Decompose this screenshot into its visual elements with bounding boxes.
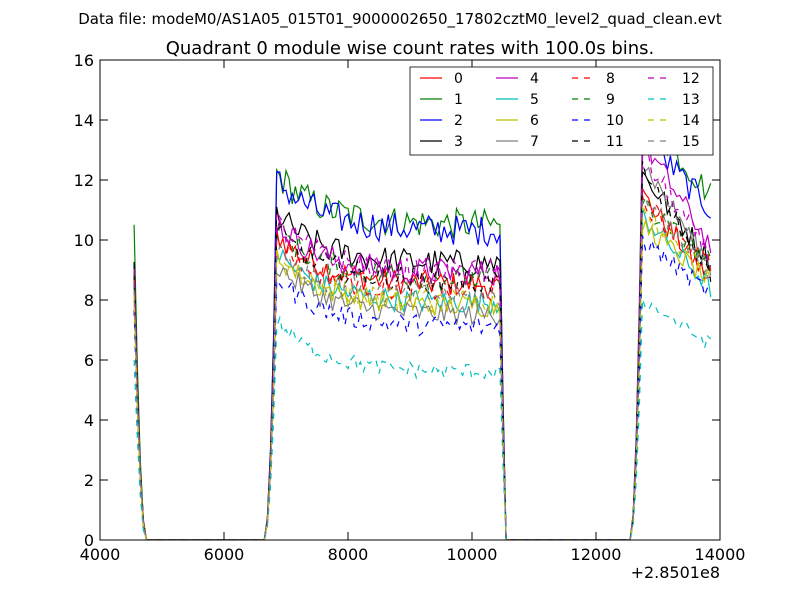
y-tick-label: 4 [84, 411, 94, 430]
series-line-11 [133, 160, 712, 540]
legend-label-2: 2 [454, 113, 463, 129]
y-tick-label: 16 [74, 51, 94, 70]
legend-label-13: 13 [682, 92, 700, 108]
series-line-1 [133, 111, 712, 540]
series-line-7 [133, 164, 712, 540]
series-line-8 [133, 195, 712, 540]
legend-box [409, 66, 714, 156]
legend-label-6: 6 [530, 113, 539, 129]
y-tick-label: 12 [74, 171, 94, 190]
series-line-4 [133, 139, 712, 540]
legend-label-3: 3 [454, 134, 463, 150]
series-line-5 [133, 208, 712, 540]
y-tick-label: 6 [84, 351, 94, 370]
plot-area [99, 59, 721, 541]
x-tick-label: 12000 [571, 545, 622, 564]
legend-label-12: 12 [682, 71, 700, 87]
x-tick-label: 4000 [80, 545, 121, 564]
series-line-9 [133, 196, 712, 540]
legend-label-10: 10 [606, 113, 624, 129]
legend-label-5: 5 [530, 92, 539, 108]
y-tick-label: 10 [74, 231, 94, 250]
legend-label-15: 15 [682, 134, 700, 150]
series-line-15 [133, 197, 711, 540]
x-tick-label: 14000 [695, 545, 746, 564]
y-tick-label: 8 [84, 291, 94, 310]
x-tick-label: 10000 [447, 545, 498, 564]
y-tick-label: 0 [84, 531, 94, 550]
x-axis-offset-label: +2.8501e8 [631, 563, 720, 582]
y-tick-label: 14 [74, 111, 94, 130]
legend-label-4: 4 [530, 71, 539, 87]
legend-label-7: 7 [530, 134, 539, 150]
legend-label-0: 0 [454, 71, 463, 87]
legend-label-9: 9 [606, 92, 615, 108]
chart-title: Quadrant 0 module wise count rates with … [166, 38, 655, 59]
series-line-13 [133, 299, 712, 540]
series-line-10 [133, 235, 712, 540]
series-line-0 [133, 186, 711, 540]
x-tick-label: 8000 [328, 545, 369, 564]
series-lines [133, 111, 712, 540]
y-tick-label: 2 [84, 471, 94, 490]
data-file-title: Data file: modeM0/AS1A05_015T01_90000026… [78, 10, 722, 29]
series-line-14 [133, 203, 712, 540]
legend-label-1: 1 [454, 92, 463, 108]
series-line-3 [133, 170, 712, 540]
legend-label-11: 11 [606, 134, 624, 150]
series-line-2 [133, 133, 712, 540]
legend-label-14: 14 [682, 113, 700, 129]
legend-label-8: 8 [606, 71, 615, 87]
series-line-12 [133, 151, 712, 540]
series-line-6 [133, 218, 712, 540]
x-tick-label: 6000 [204, 545, 245, 564]
